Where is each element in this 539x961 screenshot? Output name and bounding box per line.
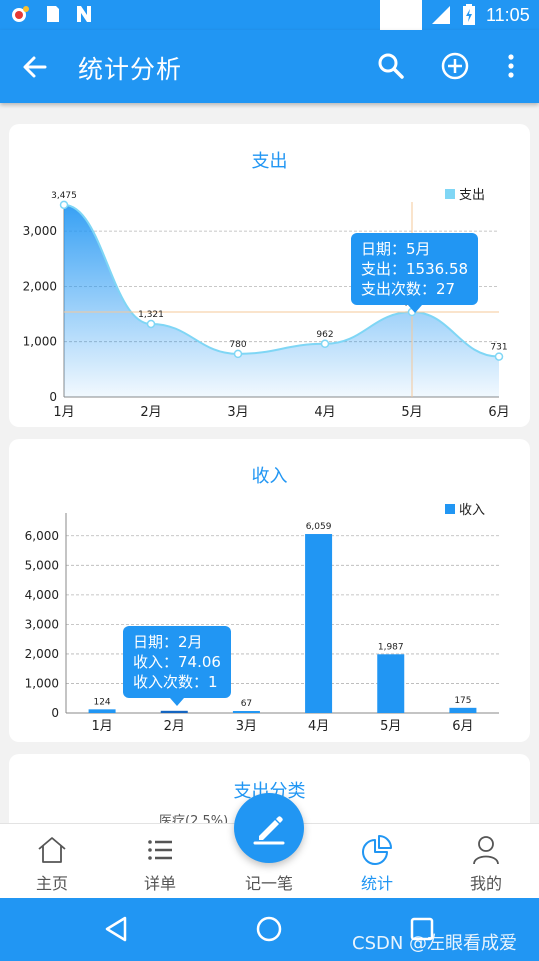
income-bar xyxy=(449,707,477,713)
csdn-watermark: CSDN @左眼看成爱 xyxy=(352,933,518,954)
income-data-label: 6,059 xyxy=(306,522,332,532)
back-arrow-icon[interactable] xyxy=(20,52,50,82)
x-tick-label: 3月 xyxy=(227,405,248,420)
page-title: 统计分析 xyxy=(78,55,183,84)
expense-point xyxy=(233,349,243,359)
expense-series-line xyxy=(63,203,500,358)
expense-point xyxy=(494,352,504,361)
nav-record[interactable]: 记一笔 xyxy=(229,824,309,899)
x-tick-label: 3月 xyxy=(236,719,257,734)
income-bar xyxy=(160,710,188,713)
more-vert-icon[interactable] xyxy=(500,51,522,81)
income-bar xyxy=(232,711,260,713)
y-tick-label: 2,000 xyxy=(23,279,57,293)
y-tick-label: 0 xyxy=(51,706,59,720)
expense-data-label: 780 xyxy=(229,340,246,350)
expense-point xyxy=(146,319,156,329)
y-tick-label: 4,000 xyxy=(25,588,59,602)
y-tick-label: 0 xyxy=(49,390,57,404)
expense-chart-card: 支出 0 1,000 2,000 3,000 支出 3,475 1月 1,321 2月 780 3月… xyxy=(9,124,530,427)
nav-statistics-label: 统计 xyxy=(360,874,393,893)
expense-data-label: 1,321 xyxy=(138,310,164,320)
y-tick-label: 6,000 xyxy=(25,529,59,543)
expense-data-label: 3,475 xyxy=(51,191,77,201)
income-chart-title: 收入 xyxy=(251,466,288,487)
home-circle-icon[interactable] xyxy=(254,914,284,944)
x-tick-label: 1月 xyxy=(91,719,112,734)
expense-tooltip: 日期：5月 支出：1536.58 支出次数：27 xyxy=(351,233,479,313)
income-tooltip: 日期：2月 收入：74.06 收入次数：1 xyxy=(123,626,231,706)
income-bar xyxy=(88,709,116,713)
expense-legend-label: 支出 xyxy=(459,188,485,203)
nav-mine-label: 我的 xyxy=(469,874,502,893)
add-circle-icon[interactable] xyxy=(440,51,470,81)
nav-details[interactable]: 详单 xyxy=(120,824,200,899)
tooltip-count: 支出次数：27 xyxy=(361,280,456,298)
x-tick-label: 5月 xyxy=(380,719,401,734)
nav-home[interactable]: 主页 xyxy=(12,824,92,899)
expense-chart-title: 支出 xyxy=(251,151,288,172)
system-navigation-bar xyxy=(0,898,539,961)
pie-chart-icon xyxy=(362,835,392,865)
expense-data-label: 962 xyxy=(316,330,333,340)
back-triangle-icon[interactable] xyxy=(102,914,132,944)
x-tick-label: 6月 xyxy=(488,405,509,420)
nav-mine[interactable]: 我的 xyxy=(446,824,526,899)
status-notification-box xyxy=(380,0,422,30)
expense-area-fill xyxy=(64,204,499,397)
x-tick-label: 6月 xyxy=(452,719,473,734)
income-legend-label: 收入 xyxy=(459,503,485,518)
tooltip-count: 收入次数：1 xyxy=(133,673,218,691)
income-bar-chart[interactable]: 0 1,000 2,000 3,000 4,000 5,000 6,000 收入 124 1月 2月… xyxy=(9,439,530,742)
signal-icon xyxy=(432,6,450,24)
nav-details-label: 详单 xyxy=(143,874,176,893)
status-bar: 11:05 xyxy=(0,0,539,30)
income-legend-swatch xyxy=(445,504,455,514)
income-bar xyxy=(377,654,405,713)
tooltip-amount: 支出：1536.58 xyxy=(361,260,469,278)
expense-point xyxy=(59,200,69,210)
tooltip-date: 日期：5月 xyxy=(361,240,431,258)
x-tick-label: 5月 xyxy=(401,405,422,420)
expense-legend-swatch xyxy=(445,189,455,199)
sd-card-icon xyxy=(47,6,59,22)
y-tick-label: 1,000 xyxy=(23,335,57,349)
battery-charging-icon xyxy=(463,4,475,25)
weibo-notification-icon xyxy=(12,6,29,22)
x-tick-label: 1月 xyxy=(53,405,74,420)
income-bar xyxy=(305,534,333,713)
expense-point xyxy=(320,339,330,349)
income-data-label: 67 xyxy=(241,699,252,709)
tooltip-amount: 收入：74.06 xyxy=(133,653,221,671)
app-bar: 统计分析 xyxy=(0,30,539,103)
clock: 11:05 xyxy=(486,4,530,25)
y-tick-label: 3,000 xyxy=(25,617,59,631)
recents-square-icon[interactable] xyxy=(407,914,437,944)
y-tick-label: 5,000 xyxy=(25,558,59,572)
list-icon xyxy=(148,840,172,860)
y-tick-label: 1,000 xyxy=(25,676,59,690)
nav-statistics[interactable]: 统计 xyxy=(337,824,417,899)
nav-record-label: 记一笔 xyxy=(244,874,293,893)
edit-pen-icon xyxy=(253,816,285,845)
nav-home-label: 主页 xyxy=(35,874,68,893)
x-tick-label: 4月 xyxy=(308,719,329,734)
expense-data-label: 731 xyxy=(490,343,507,353)
x-tick-label: 4月 xyxy=(314,405,335,420)
income-data-label: 124 xyxy=(93,697,110,707)
n-app-icon xyxy=(77,6,91,22)
income-data-label: 175 xyxy=(454,696,471,706)
record-fab-button[interactable] xyxy=(234,793,304,863)
person-icon xyxy=(473,836,499,865)
home-icon xyxy=(38,837,66,863)
tooltip-date: 日期：2月 xyxy=(133,633,203,651)
income-chart-card: 收入 0 1,000 2,000 3,000 4,000 5,000 6,000 收入 124 1… xyxy=(9,439,530,742)
y-tick-label: 2,000 xyxy=(25,647,59,661)
income-data-label: 1,987 xyxy=(378,642,404,652)
x-tick-label: 2月 xyxy=(140,405,161,420)
x-tick-label: 2月 xyxy=(164,719,185,734)
search-icon[interactable] xyxy=(376,51,406,81)
y-tick-label: 3,000 xyxy=(23,224,57,238)
